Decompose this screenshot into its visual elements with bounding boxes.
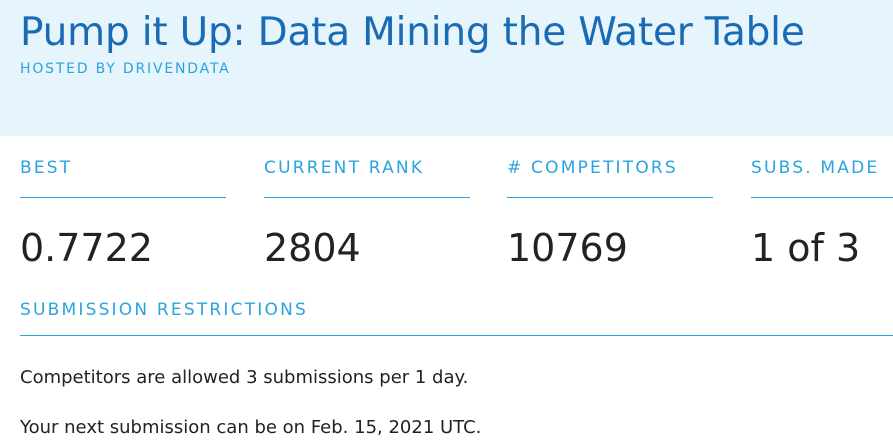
- stat-current-rank-value: 2804: [264, 226, 361, 270]
- stat-competitors-value: 10769: [507, 226, 628, 270]
- stat-subs-made-value: 1 of 3: [751, 226, 861, 270]
- stat-competitors-label: # COMPETITORS: [507, 158, 713, 198]
- restriction-allowance-text: Competitors are allowed 3 submissions pe…: [20, 367, 469, 388]
- stat-current-rank-label: CURRENT RANK: [264, 158, 470, 198]
- hosted-by-label: HOSTED BY DRIVENDATA: [20, 61, 231, 77]
- stat-best: BEST 0.7722: [20, 158, 226, 270]
- stat-current-rank: CURRENT RANK 2804: [264, 158, 470, 270]
- submission-restrictions-heading: SUBMISSION RESTRICTIONS: [20, 300, 893, 336]
- stat-best-label: BEST: [20, 158, 226, 198]
- next-submission-text: Your next submission can be on Feb. 15, …: [20, 417, 482, 438]
- competition-title: Pump it Up: Data Mining the Water Table: [20, 10, 805, 55]
- stat-competitors: # COMPETITORS 10769: [507, 158, 713, 270]
- stat-subs-made: SUBS. MADE 1 of 3: [751, 158, 893, 270]
- stat-best-value: 0.7722: [20, 226, 153, 270]
- stat-subs-made-label: SUBS. MADE: [751, 158, 893, 198]
- competition-header: Pump it Up: Data Mining the Water Table …: [0, 0, 893, 136]
